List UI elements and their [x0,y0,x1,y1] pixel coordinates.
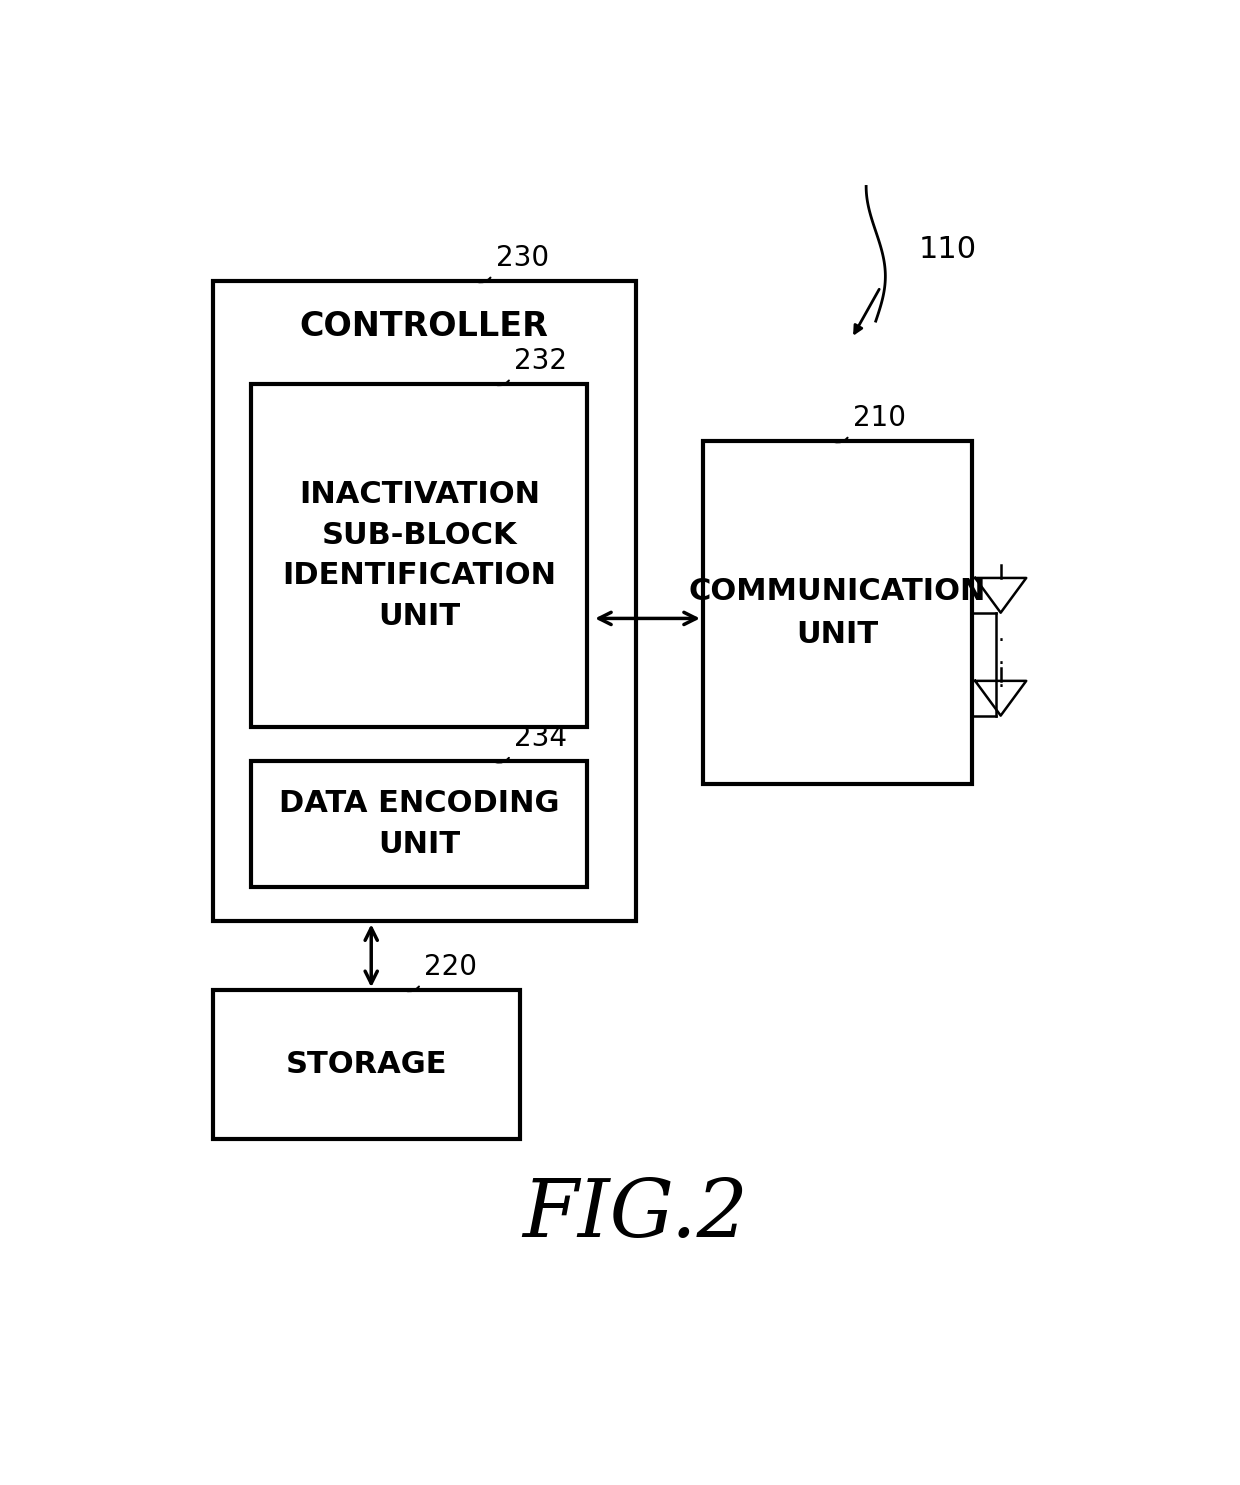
Text: FIG.2: FIG.2 [522,1176,749,1253]
Text: 210: 210 [853,404,906,432]
Text: DATA ENCODING
UNIT: DATA ENCODING UNIT [279,790,559,858]
Text: 234: 234 [515,725,568,753]
FancyBboxPatch shape [213,281,635,921]
Text: INACTIVATION
SUB-BLOCK
IDENTIFICATION
UNIT: INACTIVATION SUB-BLOCK IDENTIFICATION UN… [283,480,557,631]
Text: CONTROLLER: CONTROLLER [300,310,548,343]
FancyBboxPatch shape [250,762,588,887]
Text: STORAGE: STORAGE [285,1050,448,1080]
Text: ·
·
·: · · · [997,631,1004,698]
Text: 220: 220 [424,953,477,982]
FancyBboxPatch shape [703,441,972,784]
Text: 232: 232 [515,347,568,374]
Text: 230: 230 [496,244,549,272]
FancyBboxPatch shape [213,990,521,1139]
Text: COMMUNICATION
UNIT: COMMUNICATION UNIT [688,576,986,649]
FancyBboxPatch shape [250,385,588,728]
Text: 110: 110 [919,235,977,264]
